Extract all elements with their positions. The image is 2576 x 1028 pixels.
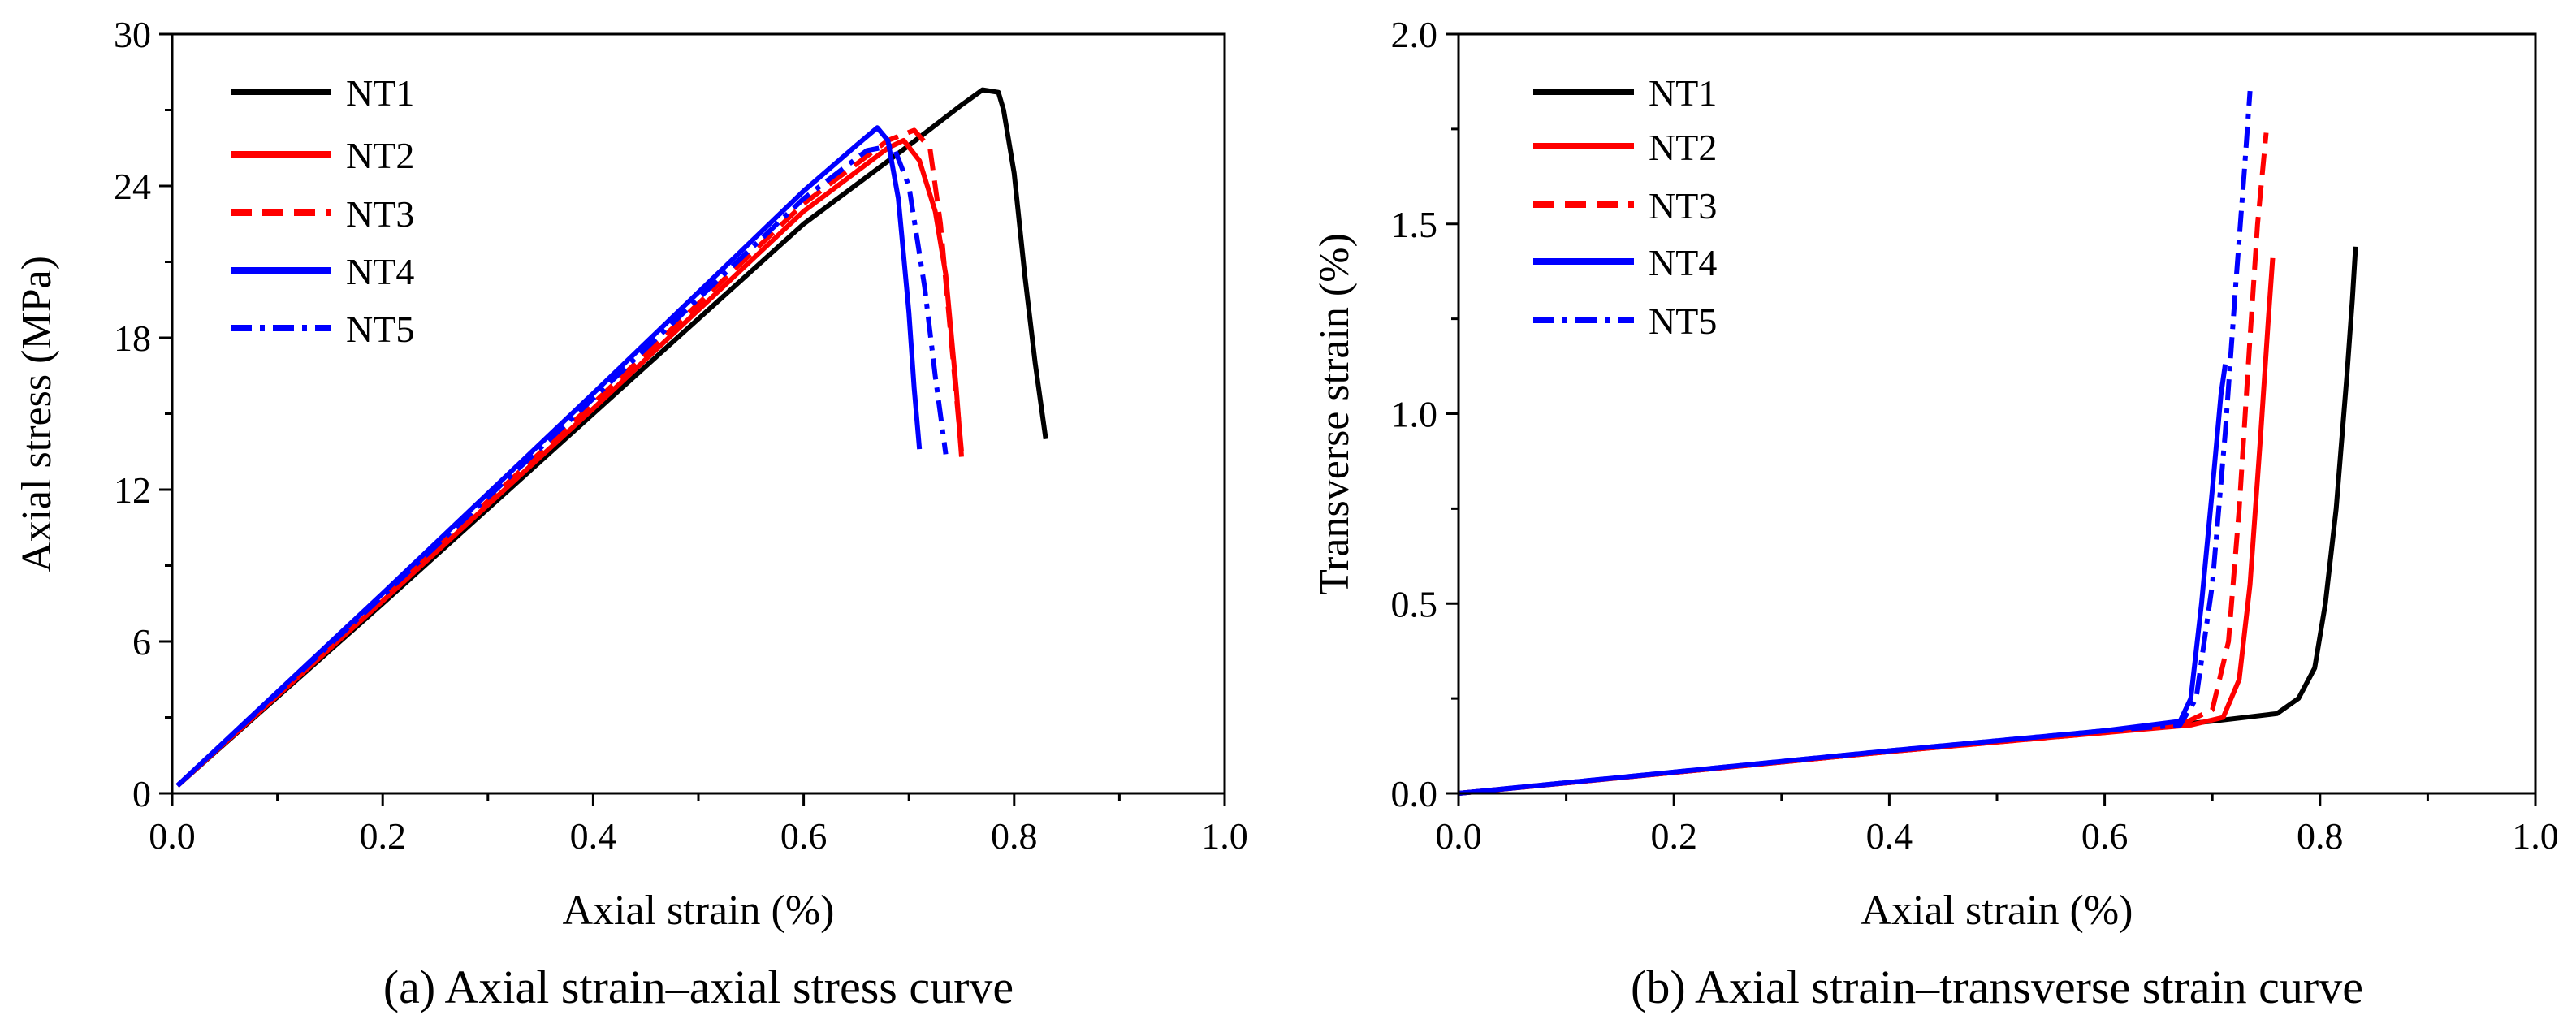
panel-a-plot-frame [171,32,1226,795]
series-line-NT4 [175,125,923,788]
x-tick-label: 1.0 [2512,815,2559,857]
legend-label-NT4: NT4 [1649,242,1717,283]
legend-label-NT3: NT3 [346,193,414,235]
x-tick-label: 0.0 [149,815,196,857]
panel-a-tick-labels: 0.0 0.2 0.4 0.6 0.8 1.0 0 6 12 18 24 30 [114,14,1248,857]
x-tick-label: 1.0 [1201,815,1248,857]
series-line-NT5 [1458,90,2253,796]
x-tick-label: 0.8 [991,815,1038,857]
panel-a-ticks [159,32,1226,806]
panel-b-tick-labels: 0.0 0.2 0.4 0.6 0.8 1.0 0.0 0.5 1.0 1.5 2.0 [1391,14,2559,857]
series-line-NT5 [175,143,949,788]
x-tick-label: 0.2 [1650,815,1697,857]
panel-b-y-axis-title: Transverse strain (%) [1312,233,1358,595]
panel-b-series [1458,90,2358,796]
y-tick-label: 0.0 [1391,773,1438,814]
panel-a-legend: NT1 NT2 NT3 NT4 NT5 [231,72,414,350]
panel-a: 0.0 0.2 0.4 0.6 0.8 1.0 0 6 12 18 24 30 Axial strai… [14,14,1248,1013]
legend-label-NT5: NT5 [1649,300,1717,342]
x-tick-label: 0.6 [780,815,828,857]
x-tick-label: 0.2 [359,815,406,857]
panel-b-legend: NT1 NT2 NT3 NT4 NT5 [1533,72,1717,342]
y-tick-label: 6 [132,621,151,663]
series-line-NT4 [1458,364,2228,796]
legend-label-NT2: NT2 [346,135,414,176]
legend-label-NT1: NT1 [346,72,414,114]
legend-label-NT1: NT1 [1649,72,1717,114]
y-tick-label: 18 [114,317,151,359]
legend-label-NT4: NT4 [346,251,414,292]
panel-b-caption: (b) Axial strain–transverse strain curve [1631,961,2363,1013]
x-tick-label: 0.8 [2297,815,2344,857]
y-tick-label: 30 [114,14,151,55]
series-line-NT2 [175,137,964,788]
panel-a-x-axis-title: Axial strain (%) [562,888,834,934]
y-tick-label: 1.0 [1391,394,1438,435]
series-line-NT1 [1458,246,2358,796]
legend-label-NT5: NT5 [346,309,414,350]
y-tick-label: 0 [132,773,151,814]
panel-b-x-axis-title: Axial strain (%) [1861,888,2133,934]
y-tick-label: 2.0 [1391,14,1438,55]
panel-a-caption: (a) Axial strain–axial stress curve [383,961,1014,1013]
series-line-NT3 [1458,132,2269,796]
series-line-NT1 [175,87,1048,788]
legend-label-NT2: NT2 [1649,127,1717,168]
panel-b: 0.0 0.2 0.4 0.6 0.8 1.0 0.0 0.5 1.0 1.5 2.0 Axial … [1312,14,2559,1013]
x-tick-label: 0.6 [2081,815,2129,857]
y-tick-label: 24 [114,166,151,207]
panel-b-ticks [1446,32,2537,806]
y-tick-label: 1.5 [1391,204,1438,245]
panel-a-series [175,87,1048,788]
x-tick-label: 0.4 [1866,815,1913,857]
panel-a-y-axis-title: Axial stress (MPa) [14,256,60,572]
y-tick-label: 12 [114,469,151,511]
legend-label-NT3: NT3 [1649,185,1717,227]
series-line-NT2 [1458,257,2276,796]
x-tick-label: 0.4 [570,815,617,857]
y-tick-label: 0.5 [1391,583,1438,624]
x-tick-label: 0.0 [1435,815,1482,857]
series-line-NT3 [175,127,964,788]
